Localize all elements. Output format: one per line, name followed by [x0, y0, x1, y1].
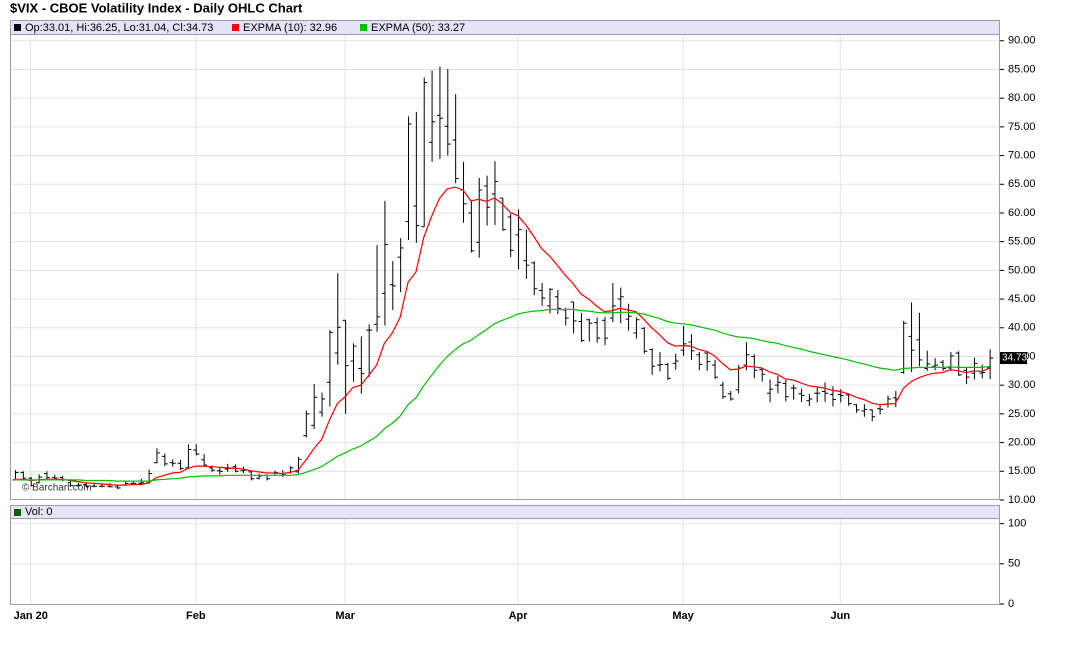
ema-line — [15, 308, 990, 482]
legend-ohlc: Op:33.01, Hi:36.25, Lo:31.04, Cl:34.73 — [25, 22, 213, 34]
y-tick-label: 55.00 — [1008, 236, 1036, 248]
legend-entry: EXPMA (50): 33.27 — [371, 22, 465, 34]
y-tick-label: 30.00 — [1008, 379, 1036, 391]
x-tick-label: Jun — [831, 610, 851, 622]
y-tick-label: 45.00 — [1008, 293, 1036, 305]
x-tick-label: Mar — [335, 610, 355, 622]
y-tick-label: 15.00 — [1008, 465, 1036, 477]
y-tick-label: 40.00 — [1008, 322, 1036, 334]
legend-swatch — [360, 24, 367, 31]
y-tick-label: 25.00 — [1008, 408, 1036, 420]
y-tick-label: 90.00 — [1008, 35, 1036, 47]
legend-swatch — [232, 24, 239, 31]
y-tick-label: 70.00 — [1008, 149, 1036, 161]
x-tick-label: May — [672, 610, 694, 622]
y-tick-label: 65.00 — [1008, 178, 1036, 190]
y-tick-label: 100 — [1008, 518, 1026, 530]
chart-title: $VIX - CBOE Volatility Index - Daily OHL… — [10, 0, 303, 15]
y-tick-label: 80.00 — [1008, 92, 1036, 104]
x-tick-label: Feb — [186, 610, 206, 622]
volume-frame — [10, 505, 1000, 605]
legend-swatch — [14, 509, 21, 516]
legend-swatch — [14, 24, 21, 31]
legend-volume: Vol: 0 — [25, 506, 53, 518]
y-tick-label: 85.00 — [1008, 63, 1036, 75]
y-tick-label: 20.00 — [1008, 436, 1036, 448]
price-frame — [10, 20, 1000, 500]
y-tick-label: 75.00 — [1008, 121, 1036, 133]
volume-legend-strip — [10, 505, 1000, 519]
y-tick-label: 50 — [1008, 558, 1020, 570]
y-tick-label: 60.00 — [1008, 207, 1036, 219]
legend-entry: EXPMA (10): 32.96 — [243, 22, 337, 34]
y-tick-label: 50.00 — [1008, 264, 1036, 276]
x-tick-label: Apr — [509, 610, 529, 622]
volume-panel-bg — [10, 505, 1000, 605]
y-tick-label: 0 — [1008, 598, 1014, 610]
last-value-box — [1000, 352, 1027, 365]
ema-line — [15, 186, 990, 486]
watermark: © Barchart.com — [22, 483, 92, 494]
y-tick-label: 10.00 — [1008, 494, 1036, 506]
x-tick-label: Jan 20 — [14, 610, 48, 622]
grid-layer — [10, 35, 1000, 604]
price-panel-bg — [10, 20, 1000, 500]
last-value-label: 34.73 — [1002, 353, 1027, 364]
